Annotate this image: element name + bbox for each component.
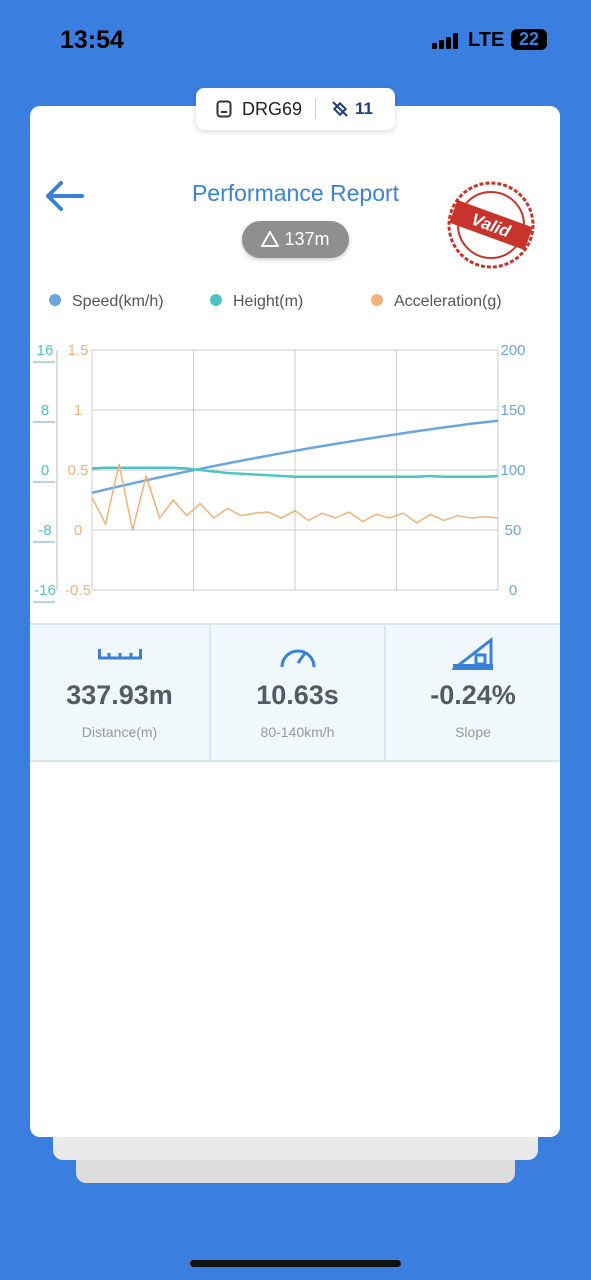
y-tick-label: 1.5 — [68, 342, 89, 359]
device-chip[interactable]: DRG69 11 — [196, 88, 395, 130]
series-line — [91, 419, 499, 495]
legend-label: Acceleration(g) — [394, 293, 502, 310]
home-indicator — [190, 1260, 401, 1267]
slope-icon — [452, 637, 493, 670]
network: LTE — [468, 29, 505, 51]
y-tick-label: 100 — [500, 462, 525, 479]
y-tick-label: -0.5 — [65, 582, 91, 599]
report-card — [30, 106, 560, 1137]
altitude-pill: 137m — [242, 221, 349, 258]
legend-label: Height(m) — [233, 293, 303, 310]
stat: -0.24% Slope — [386, 625, 560, 760]
series-line — [91, 466, 499, 478]
y-tick-label: -16 — [34, 582, 56, 599]
legend-dot — [371, 294, 383, 306]
y-tick-label: 200 — [500, 342, 525, 359]
y-tick-label: -8 — [38, 522, 51, 539]
stat-value: -0.24% — [430, 680, 516, 710]
y-tick-label: 150 — [500, 402, 525, 419]
y-tick-label: 16 — [37, 342, 54, 359]
satellite-icon — [332, 101, 348, 117]
card-shadow — [76, 1160, 515, 1183]
legend-dot — [49, 294, 61, 306]
y-tick-label: 0 — [41, 462, 49, 479]
clock: 13:54 — [60, 26, 124, 54]
ruler-icon — [98, 649, 142, 660]
y-tick-label: 1 — [74, 402, 82, 419]
gauge-icon — [280, 649, 316, 668]
stat-label: Distance(m) — [81, 724, 158, 740]
device-name: DRG69 — [242, 99, 303, 119]
y-tick-label: 8 — [41, 402, 49, 419]
back-button[interactable] — [45, 180, 85, 212]
altitude: 137m — [284, 229, 330, 249]
stats-panel: 337.93m Distance(m) 10.63s 80-140km/h -0… — [30, 623, 560, 762]
stat: 10.63s 80-140km/h — [211, 625, 386, 760]
page-title: Performance Report — [191, 180, 400, 206]
stat-value: 10.63s — [256, 680, 339, 710]
battery: 22 — [511, 29, 547, 50]
stat-value: 337.93m — [66, 680, 173, 710]
stat-label: 80-140km/h — [260, 724, 335, 740]
legend-dot — [210, 294, 222, 306]
y-tick-label: 0 — [509, 582, 517, 599]
valid-stamp: Valid — [447, 181, 535, 269]
y-tick-label: 0.5 — [68, 462, 89, 479]
y-tick-label: 50 — [505, 522, 522, 539]
card-shadow — [53, 1137, 538, 1160]
satellite-count: 11 — [355, 99, 373, 118]
series-line — [91, 463, 499, 531]
stat: 337.93m Distance(m) — [30, 625, 211, 760]
mountain-icon — [260, 229, 281, 247]
device-icon — [216, 100, 232, 118]
signal-icon — [432, 33, 458, 49]
y-tick-label: 0 — [74, 522, 82, 539]
stat-label: Slope — [455, 724, 491, 740]
legend-label: Speed(km/h) — [72, 293, 164, 310]
chart: -16 -8 0 8 16 -0.5 0 0.5 1 1.5 0 50 100 150 200 Speed(k… — [33, 293, 526, 603]
